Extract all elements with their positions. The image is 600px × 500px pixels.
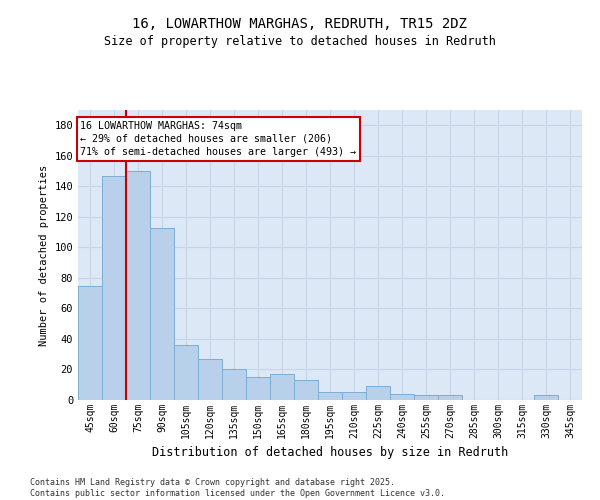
Bar	[150, 228, 174, 400]
Bar	[78, 286, 102, 400]
Bar	[222, 370, 246, 400]
Text: Contains HM Land Registry data © Crown copyright and database right 2025.
Contai: Contains HM Land Registry data © Crown c…	[30, 478, 445, 498]
Bar	[198, 359, 222, 400]
Bar	[126, 171, 150, 400]
Bar	[414, 396, 438, 400]
Bar	[318, 392, 342, 400]
X-axis label: Distribution of detached houses by size in Redruth: Distribution of detached houses by size …	[152, 446, 508, 460]
Bar	[342, 392, 366, 400]
Bar	[270, 374, 294, 400]
Bar	[174, 345, 198, 400]
Bar	[366, 386, 390, 400]
Bar	[534, 396, 558, 400]
Bar	[294, 380, 318, 400]
Y-axis label: Number of detached properties: Number of detached properties	[39, 164, 49, 346]
Text: Size of property relative to detached houses in Redruth: Size of property relative to detached ho…	[104, 35, 496, 48]
Bar	[438, 396, 462, 400]
Text: 16 LOWARTHOW MARGHAS: 74sqm
← 29% of detached houses are smaller (206)
71% of se: 16 LOWARTHOW MARGHAS: 74sqm ← 29% of det…	[80, 120, 356, 157]
Text: 16, LOWARTHOW MARGHAS, REDRUTH, TR15 2DZ: 16, LOWARTHOW MARGHAS, REDRUTH, TR15 2DZ	[133, 18, 467, 32]
Bar	[102, 176, 126, 400]
Bar	[390, 394, 414, 400]
Bar	[246, 377, 270, 400]
